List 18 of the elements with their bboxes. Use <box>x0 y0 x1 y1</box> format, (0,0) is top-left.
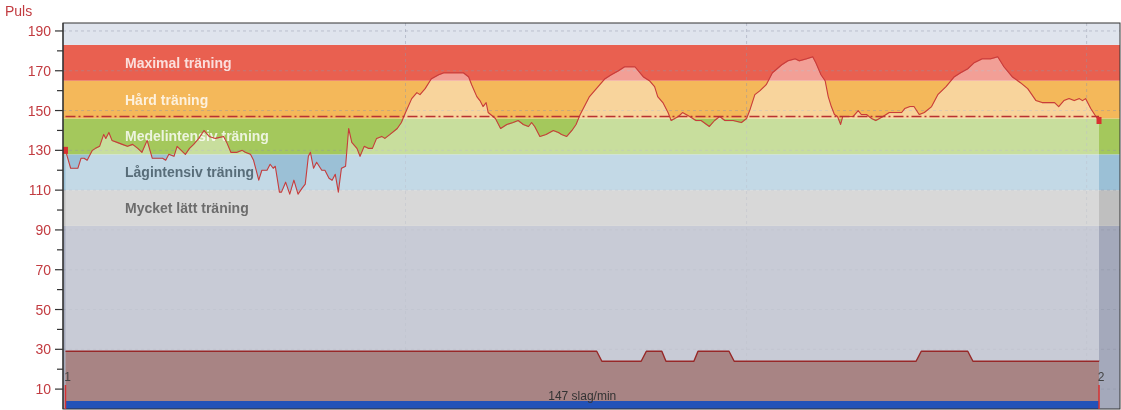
y-tick-label: 30 <box>35 341 52 358</box>
y-tick-label: 150 <box>27 102 52 119</box>
y-tick-label: 190 <box>27 22 52 39</box>
y-tick-label: 130 <box>27 142 52 159</box>
y-tick-label: 170 <box>27 62 52 79</box>
y-tick-label: 90 <box>35 221 52 238</box>
y-tick-label: 70 <box>35 261 52 278</box>
band-label: Mycket lätt träning <box>125 200 249 217</box>
y-tick-label: 110 <box>28 182 52 199</box>
x-tick-label: 1 <box>64 370 72 384</box>
y-tick-label: 10 <box>35 381 52 398</box>
band-label: Lågintensiv träning <box>125 164 255 181</box>
band-label: Maximal träning <box>125 54 232 71</box>
y-axis-title: Puls <box>5 3 33 19</box>
annotation: 147 slag/min <box>548 389 617 403</box>
y-tick-label: 50 <box>35 301 52 318</box>
x-tick-label: 2 <box>1097 370 1105 384</box>
band-label: Hård träning <box>125 91 209 108</box>
